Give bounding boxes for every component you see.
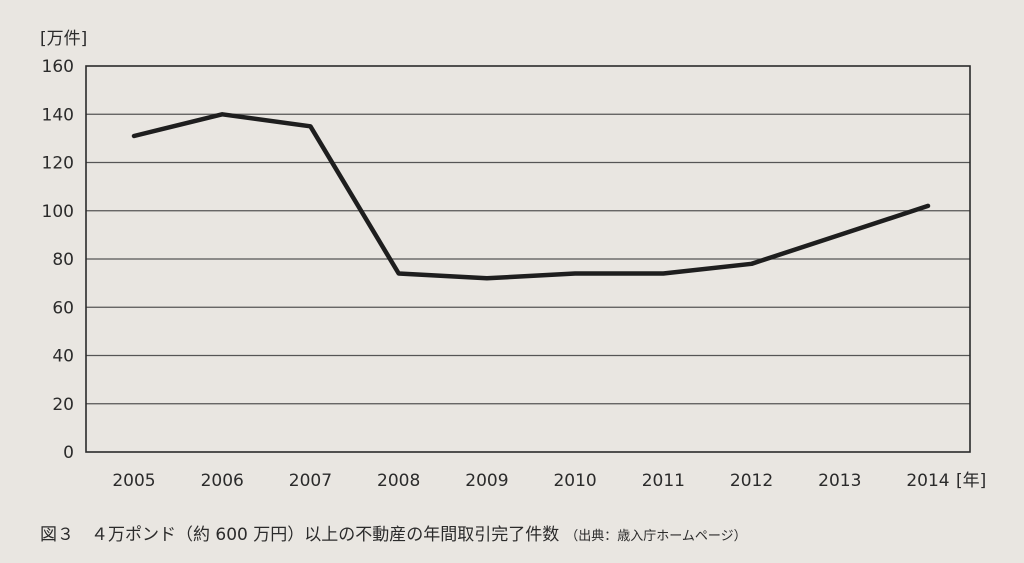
gridlines [85, 65, 971, 453]
x-tick-label: 2013 [818, 471, 861, 491]
y-tick-label: 0 [63, 443, 74, 463]
x-tick-label: 2005 [112, 471, 155, 491]
x-tick-label: 2006 [201, 471, 244, 491]
y-axis-unit: [万件] [40, 29, 87, 49]
x-axis-ticks: 2005 2006 2007 2008 2009 2010 2011 2012 2013 2014 [112, 471, 949, 491]
x-tick-label: 2010 [553, 471, 596, 491]
y-tick-label: 60 [52, 298, 74, 318]
x-tick-label: 2011 [642, 471, 685, 491]
x-tick-label: 2012 [730, 471, 773, 491]
x-tick-label: 2009 [465, 471, 508, 491]
x-tick-label: 2007 [289, 471, 332, 491]
y-tick-label: 20 [52, 395, 74, 415]
x-axis-unit: [年] [956, 471, 986, 491]
figure-caption: 図３ ４万ポンド（約 600 万円）以上の不動産の年間取引完了件数 （出典：歳入庁… [40, 520, 747, 545]
y-axis-ticks: 0 20 40 60 80 100 120 140 160 [42, 57, 74, 463]
series-layer [131, 112, 931, 281]
y-tick-label: 160 [42, 57, 74, 77]
y-tick-label: 40 [52, 347, 74, 367]
y-tick-label: 100 [42, 202, 74, 222]
y-tick-label: 140 [42, 105, 74, 125]
caption-source: （出典：歳入庁ホームページ） [565, 529, 747, 544]
x-tick-label: 2008 [377, 471, 420, 491]
series-line [131, 112, 931, 281]
caption-text: 図３ ４万ポンド（約 600 万円）以上の不動産の年間取引完了件数 [40, 525, 560, 545]
y-tick-label: 120 [42, 154, 74, 174]
x-tick-label: 2014 [906, 471, 949, 491]
plot-frame [85, 65, 971, 453]
y-tick-label: 80 [52, 250, 74, 270]
